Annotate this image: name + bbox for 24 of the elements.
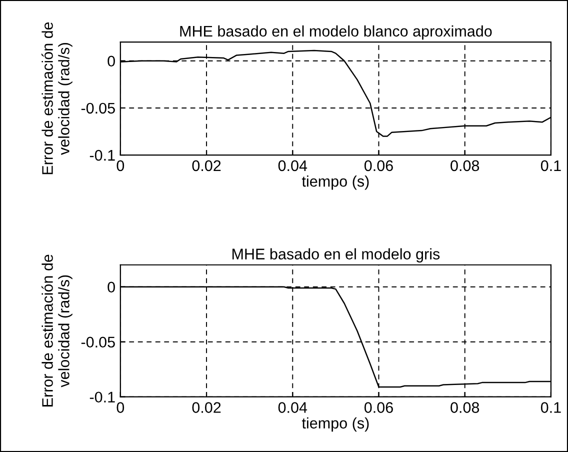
- y-axis-title: Error de estimación de velocidad (rad/s): [42, 22, 72, 174]
- y-tick-label: 0: [108, 282, 115, 293]
- x-tick-label: 0.04: [278, 402, 308, 413]
- x-tick-label: 0.08: [450, 160, 480, 172]
- x-tick-label: 0: [116, 402, 124, 413]
- x-tick-label: 0.08: [450, 402, 480, 413]
- y-tick-label: -0.1: [90, 150, 115, 161]
- y-tick-label: -0.05: [81, 336, 115, 348]
- x-tick-label: 0.02: [192, 160, 221, 172]
- x-tick-label: 0.1: [540, 402, 561, 413]
- y-tick-label: -0.05: [81, 102, 115, 114]
- y-axis-title: Error de estimación de velocidad (rad/s): [42, 254, 72, 406]
- x-tick-label: 0.04: [278, 160, 308, 172]
- x-axis-title: tiempo (s): [302, 176, 369, 190]
- x-tick-label: 0.06: [364, 160, 393, 172]
- x-tick-label: 0: [116, 160, 124, 172]
- x-tick-label: 0.02: [192, 402, 221, 413]
- y-tick-label: 0: [108, 56, 115, 67]
- chart-title: MHE basado en el modelo gris: [232, 248, 440, 262]
- x-axis-title: tiempo (s): [302, 417, 369, 432]
- y-tick-label: -0.1: [90, 392, 115, 403]
- x-tick-label: 0.06: [364, 402, 393, 413]
- chart-title: MHE basado en el modelo blanco aproximado: [180, 25, 492, 40]
- x-tick-label: 0.1: [540, 160, 561, 172]
